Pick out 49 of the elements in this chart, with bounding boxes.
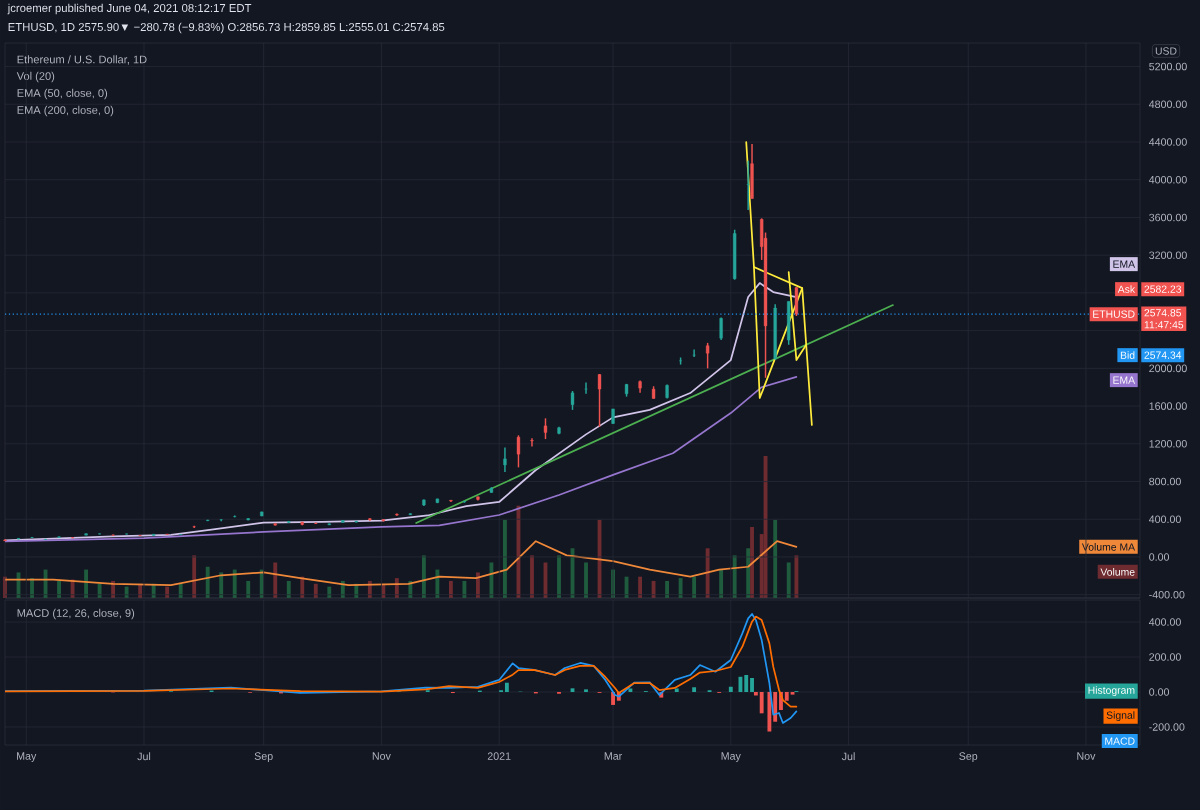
text: 11:47:45 — [1144, 321, 1184, 329]
y-tick-label: 5200.00 — [1149, 62, 1187, 71]
annotation: Bid — [1120, 351, 1135, 359]
y-tick-label: 200.00 — [1149, 653, 1181, 661]
y-tick-label: 400.00 — [1148, 618, 1181, 626]
y-tick-label: 2000.00 — [1149, 364, 1187, 373]
y-tick-label: 1600.00 — [1149, 402, 1187, 410]
x-tick-label: Jul — [137, 752, 151, 761]
y-tick-label: -400.00 — [1149, 590, 1185, 599]
y-tick-label: 4000.00 — [1148, 175, 1187, 184]
text: Signal — [1106, 711, 1135, 721]
x-tick-label: Sep — [254, 752, 273, 763]
text: Histogram — [1088, 686, 1135, 696]
text: Volume — [1100, 568, 1135, 576]
x-tick-label: May — [17, 752, 37, 762]
x-tick-label: May — [721, 752, 741, 762]
text: 2582.23 — [1144, 285, 1182, 293]
annotation: Ask — [1117, 285, 1136, 293]
x-tick-label: Jul — [841, 752, 855, 761]
y-tick-label: 4400.00 — [1148, 138, 1187, 146]
text: jcroemer published June 04, 2021 08:12:17 EDT — [7, 3, 252, 15]
x-tick-label: Nov — [372, 752, 391, 760]
text: Ethereum / U.S. Dollar, 1D — [17, 55, 147, 65]
text: 2574.85 — [1144, 309, 1182, 317]
text: MACD — [1105, 737, 1135, 745]
y-tick-label: 3600.00 — [1149, 213, 1187, 222]
y-tick-label: 0.00 — [1149, 688, 1170, 696]
text: ETHUSD, 1D 2575.90▼ −280.78 (−9.83%) O:2856.73 H:2859.85 L:2555.01 C:2574.85 — [8, 22, 445, 34]
x-tick-label: Nov — [1077, 752, 1096, 760]
x-tick-label: 2021 — [487, 752, 511, 760]
chart-title: Vol (20) — [16, 71, 55, 83]
text: USD — [1155, 47, 1177, 55]
x-tick-label: Sep — [959, 752, 978, 763]
y-tick-label: 3200.00 — [1149, 251, 1187, 259]
y-tick-label: 4800.00 — [1148, 100, 1187, 109]
text: 2574.34 — [1144, 351, 1182, 359]
y-tick-label: 1200.00 — [1149, 440, 1187, 448]
text: MACD (12, 26, close, 9) — [17, 608, 135, 620]
text: EMA — [1113, 260, 1136, 268]
x-tick-label: Mar — [604, 752, 623, 760]
y-tick-label: -200.00 — [1149, 723, 1185, 731]
annotation: EMA (50, close, 0) — [17, 88, 108, 100]
y-tick-label: 0.00 — [1149, 553, 1170, 561]
y-tick-label: 800.00 — [1149, 477, 1181, 486]
annotation: EMA (200, close, 0) — [17, 105, 114, 117]
ref-line-label: ETHUSD — [1093, 310, 1135, 318]
text: EMA — [1113, 376, 1136, 384]
text: Volume MA — [1081, 543, 1136, 551]
y-tick-label: 400.00 — [1148, 515, 1181, 524]
